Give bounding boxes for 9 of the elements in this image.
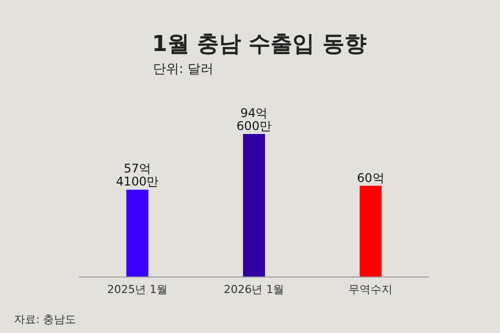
data-label: 94억 600만	[236, 106, 272, 133]
x-tick-label: 2026년 1월	[224, 283, 284, 296]
data-label: 57억 4100만	[116, 162, 159, 189]
x-tick-label: 2025년 1월	[107, 283, 168, 296]
subtitle: 단위: 달러	[153, 62, 214, 77]
data-label: 60억	[357, 170, 384, 185]
title: 1월 충남 수출입 동향	[152, 32, 366, 57]
annotation: 자료: 충남도	[14, 313, 76, 326]
x-tick-label: 무역수지	[348, 283, 393, 296]
